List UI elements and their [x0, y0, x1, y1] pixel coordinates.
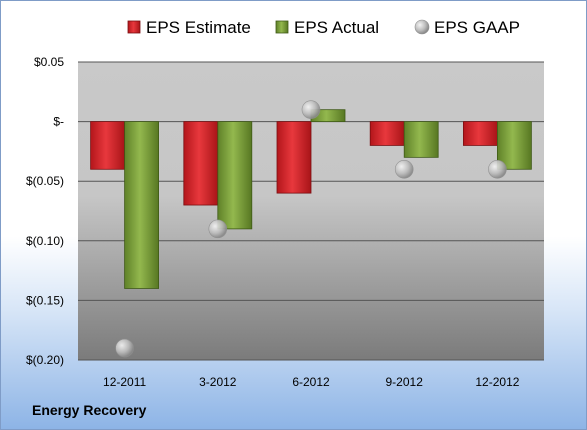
y-tick-label: $0.05: [34, 55, 64, 69]
y-tick-label: $(0.05): [26, 174, 64, 188]
x-tick-label: 9-2012: [386, 375, 424, 389]
eps-gaap-marker: [301, 100, 321, 119]
eps-gaap-marker: [208, 219, 228, 239]
eps-estimate-bar: [90, 121, 125, 170]
legend-swatch-gaap: [414, 19, 430, 35]
eps-estimate-bar: [462, 121, 498, 146]
y-tick-label: $(0.10): [26, 234, 64, 248]
eps-actual-bar: [496, 121, 532, 170]
y-tick-label: $(0.20): [26, 353, 64, 367]
eps-gaap-marker: [394, 159, 414, 179]
eps-gaap-marker: [488, 159, 507, 179]
legend-label: EPS Estimate: [146, 18, 251, 37]
eps-estimate-bar: [369, 121, 405, 146]
eps-actual-bar: [124, 121, 159, 289]
x-tick-label: 12-2012: [475, 375, 519, 389]
eps-estimate-bar: [183, 121, 219, 206]
company-name: Energy Recovery: [32, 402, 147, 418]
y-tick-label: $-: [53, 115, 64, 129]
x-tick-label: 6-2012: [292, 375, 330, 389]
eps-actual-bar: [217, 121, 253, 230]
legend-swatch-actual: [275, 20, 289, 34]
eps-actual-bar: [403, 121, 439, 158]
y-tick-label: $(0.15): [26, 293, 64, 307]
legend-swatch-estimate: [127, 20, 141, 34]
eps-estimate-bar: [276, 121, 312, 194]
legend-label: EPS GAAP: [434, 18, 520, 37]
x-tick-label: 3-2012: [199, 375, 237, 389]
x-tick-label: 12-2011: [103, 375, 146, 389]
eps-gaap-marker: [115, 338, 134, 358]
legend-label: EPS Actual: [294, 18, 379, 37]
